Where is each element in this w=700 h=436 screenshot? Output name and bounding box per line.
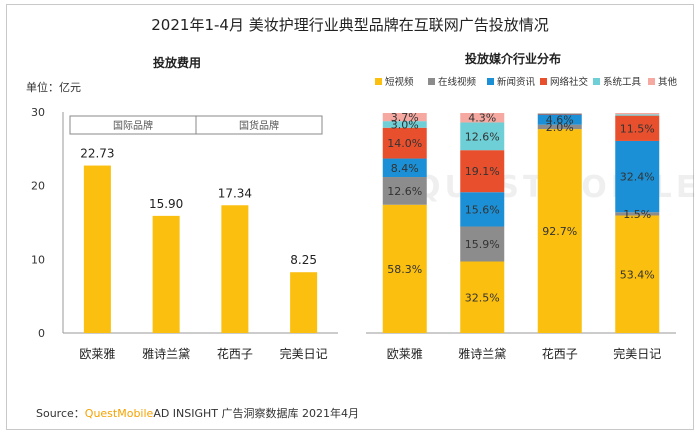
x-category-label-right: 花西子 [542,346,578,361]
stack-segment [460,113,505,123]
legend-swatch [648,78,655,85]
segment-label: 14.0% [387,137,422,150]
y-tick-label: 0 [38,327,45,340]
spend-bar [152,215,180,333]
segment-label: 15.9% [465,238,500,251]
spend-bar [290,272,318,333]
spend-value-label: 15.90 [149,197,183,211]
legend-label: 在线视频 [438,76,477,88]
legend-label: 新闻资讯 [497,76,536,88]
segment-label: 12.6% [465,130,500,143]
legend-swatch [487,78,494,85]
legend-swatch [540,78,547,85]
left-chart-title: 投放费用 [153,56,202,70]
stack-segment [460,226,505,262]
legend-label: 短视频 [385,76,414,88]
source-prefix: Source： [36,407,85,420]
chart-frame [6,4,694,430]
x-category-label-right: 欧莱雅 [387,346,423,361]
stack-segment [460,192,505,227]
legend-swatch [375,78,382,85]
spend-bar [221,205,249,333]
segment-label: 32.4% [620,171,655,184]
segment-label: 15.6% [465,203,500,216]
stack-segment [537,129,582,333]
segment-label: 3.0% [391,118,419,131]
segment-label: 12.6% [387,185,422,198]
segment-label: 4.3% [468,112,496,125]
segment-label: 32.5% [465,291,500,304]
segment-label: 11.5% [620,122,655,135]
stack-segment [615,215,660,333]
y-tick-label: 20 [31,180,45,193]
stack-segment [615,115,660,141]
segment-label: 58.3% [387,263,422,276]
source-rest: AD INSIGHT 广告洞察数据库 2021年4月 [153,407,360,420]
stack-segment [382,177,427,205]
spend-value-label: 8.25 [290,253,317,267]
spend-value-label: 17.34 [218,186,252,200]
y-tick-label: 10 [31,253,45,266]
x-category-label: 花西子 [217,346,253,361]
segment-label: 53.4% [620,268,655,281]
legend-swatch [593,78,600,85]
stack-segment [460,122,505,151]
brand-group-label: 国货品牌 [239,119,279,132]
stack-segment [537,124,582,130]
stack-segment [615,113,660,115]
x-category-label-right: 完美日记 [613,346,661,361]
stack-segment [460,261,505,333]
segment-label: 1.5% [623,208,651,221]
stack-segment [615,140,660,213]
stack-segment [537,113,582,115]
stack-segment [382,127,427,159]
stack-segment [615,114,660,116]
stack-segment [615,212,660,216]
right-chart-title: 投放媒介行业分布 [465,52,562,66]
segment-label: 3.7% [391,111,419,124]
stack-segment [382,121,427,128]
spend-bar [83,165,111,333]
source-brand: QuestMobile [84,407,154,420]
source-note: Source：QuestMobileAD INSIGHT 广告洞察数据库 202… [36,405,359,421]
legend-label: 其他 [658,76,678,88]
page-title: 2021年1-4月 美妆护理行业典型品牌在互联网广告投放情况 [151,16,549,34]
legend-label: 网络社交 [550,76,589,88]
stack-segment [460,150,505,193]
brand-group-label: 国际品牌 [113,119,153,132]
segment-label: 4.6% [546,114,574,127]
stack-segment [537,114,582,125]
segment-label: 2.0% [546,121,574,134]
segment-label: 19.1% [465,165,500,178]
unit-label: 单位：亿元 [26,81,81,94]
legend-swatch [428,78,435,85]
x-category-label: 欧莱雅 [79,346,115,361]
spend-value-label: 22.73 [80,147,114,161]
stack-segment [382,158,427,178]
segment-label: 8.4% [391,162,419,175]
segment-label: 92.7% [542,225,577,238]
x-category-label: 完美日记 [280,346,328,361]
legend-label: 系统工具 [603,76,642,88]
stack-segment [382,113,427,122]
stack-segment [382,204,427,333]
y-tick-label: 30 [31,106,45,119]
x-category-label: 雅诗兰黛 [142,346,190,361]
x-category-label-right: 雅诗兰黛 [458,346,506,361]
